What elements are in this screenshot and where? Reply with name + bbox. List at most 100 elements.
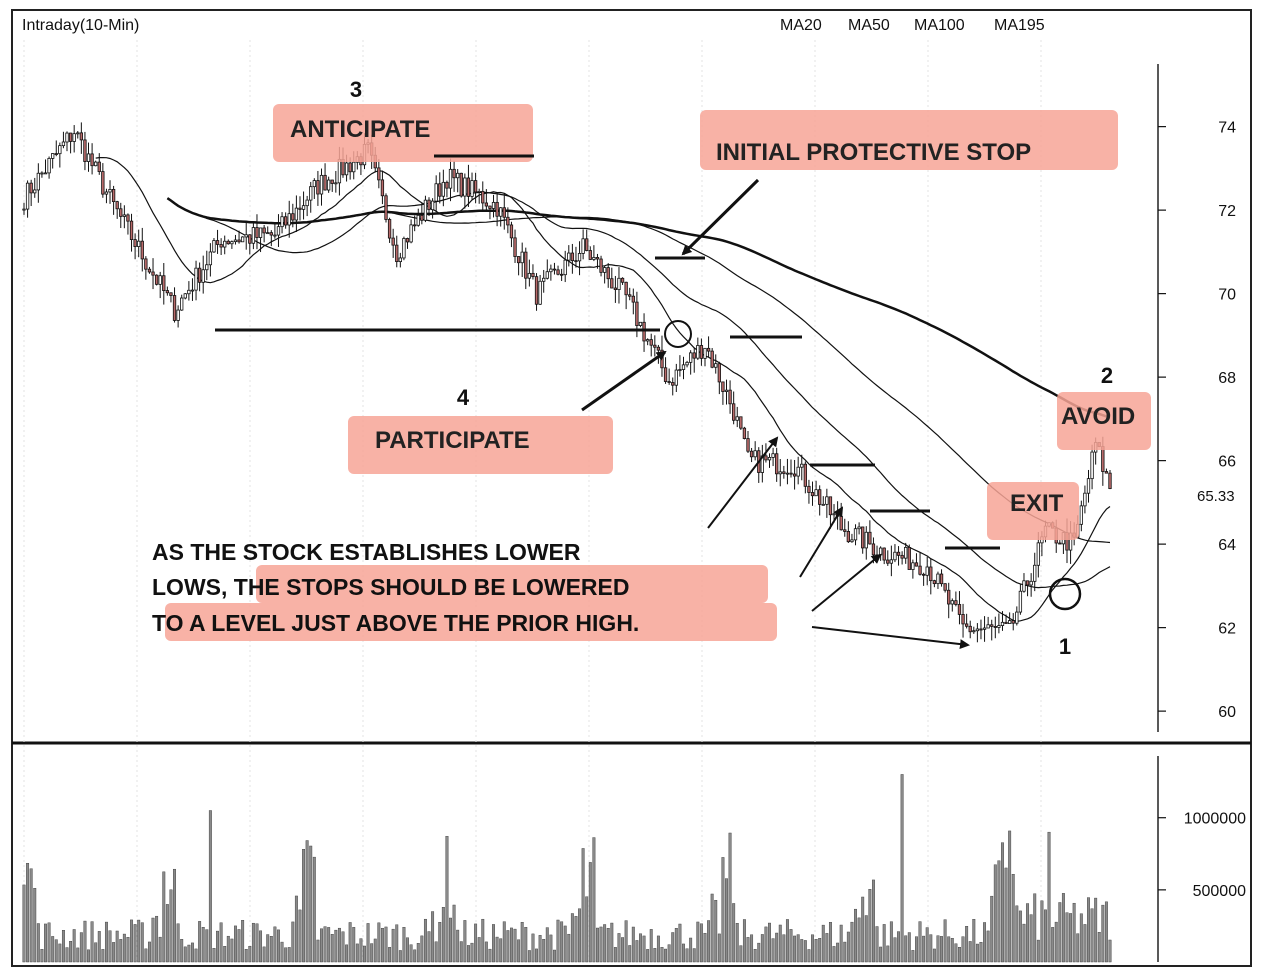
candle-body [169,292,173,296]
volume-bar [427,931,431,963]
candle-body [477,190,481,193]
candle-body [857,526,861,530]
volume-bar [108,930,112,963]
candle-body [556,269,560,275]
candle-body [814,489,818,497]
volume-bar [1079,913,1083,963]
volume-bar [466,945,470,963]
volume-bar [778,924,782,963]
candle-body [692,352,696,359]
volume-bar [216,930,219,963]
volume-bar [857,917,861,963]
volume-bar [667,944,671,963]
volume-bar [1029,914,1033,963]
price-tick-label: 68 [1218,370,1236,387]
volume-bar [83,920,87,963]
price-tick-label: 62 [1218,621,1236,638]
candle-body [190,289,195,292]
candle-body [599,258,603,273]
candle-body [413,224,417,227]
volume-bar [363,945,366,963]
volume-bar [122,933,126,963]
volume-bar [484,941,488,963]
volume-bar [395,924,399,963]
volume-bar [133,924,137,963]
candle-body [674,369,678,386]
price-tick-label: 72 [1218,203,1236,220]
candle-body [380,179,385,197]
candle-body [180,297,184,311]
volume-bar [954,943,958,963]
candle-body [878,547,883,556]
candle-body [961,614,965,625]
volume-bar [29,868,33,963]
volume-bar [502,921,506,963]
volume-bar [671,932,675,963]
candle-body [1033,564,1037,582]
volume-bar [742,919,746,963]
volume-bar [337,927,341,963]
volume-bar [642,935,646,963]
volume-bar [538,935,542,963]
ma195-label: MA195 [994,17,1045,34]
candle-body [337,158,342,184]
volume-bar [861,896,865,963]
volume-bar [147,941,151,963]
last-price-label: 65.33 [1197,488,1235,505]
price-tick-label: 60 [1218,704,1236,721]
candle-body [896,551,901,556]
candle-body [921,573,926,576]
volume-bar [728,832,732,963]
candle-body [739,416,743,429]
volume-bar [151,917,155,963]
candle-body [563,259,567,276]
candle-body [506,216,510,226]
candle-body [853,528,858,541]
volume-bar [646,949,650,963]
volume-bar [1094,897,1098,963]
volume-bar [545,927,549,963]
candle-body [1058,542,1062,545]
exit-highlight [987,482,1079,540]
candle-body [395,244,399,263]
volume-bar [889,921,893,963]
volume-bar [750,934,754,963]
candle-body [484,202,489,207]
candle-body [1022,580,1026,592]
candle-body [387,219,392,239]
candle-body [821,503,825,506]
candle-body [445,181,449,189]
candle-body [803,463,807,487]
candle-body [624,281,628,296]
volume-bar [900,774,904,963]
volume-bar [262,946,266,963]
volume-bar [771,938,775,963]
volume-bar [384,926,388,963]
candle-body [900,554,904,559]
candle-body [685,361,689,366]
candle-body [327,179,331,191]
anticipate-highlight [273,104,533,162]
volume-bar [1097,932,1101,963]
candle-body [499,207,503,217]
candle-body [427,199,431,211]
candle-body [839,515,843,531]
candle-body [194,267,198,291]
volume-bar [445,836,449,963]
candle-body [975,628,980,632]
candle-body [785,472,790,475]
volume-bar [287,947,291,963]
volume-bar [793,935,797,963]
candle-body [810,492,815,497]
volume-bar [685,948,689,963]
volume-bar [126,937,130,963]
volume-bar [316,939,320,963]
candle-body [154,274,159,285]
candle-body [251,227,256,244]
volume-bar [968,941,972,963]
volume-bar [72,929,76,963]
candle-body [1018,590,1023,613]
candle-body [796,466,800,477]
candle-body [137,240,141,247]
volume-bar [370,943,374,963]
